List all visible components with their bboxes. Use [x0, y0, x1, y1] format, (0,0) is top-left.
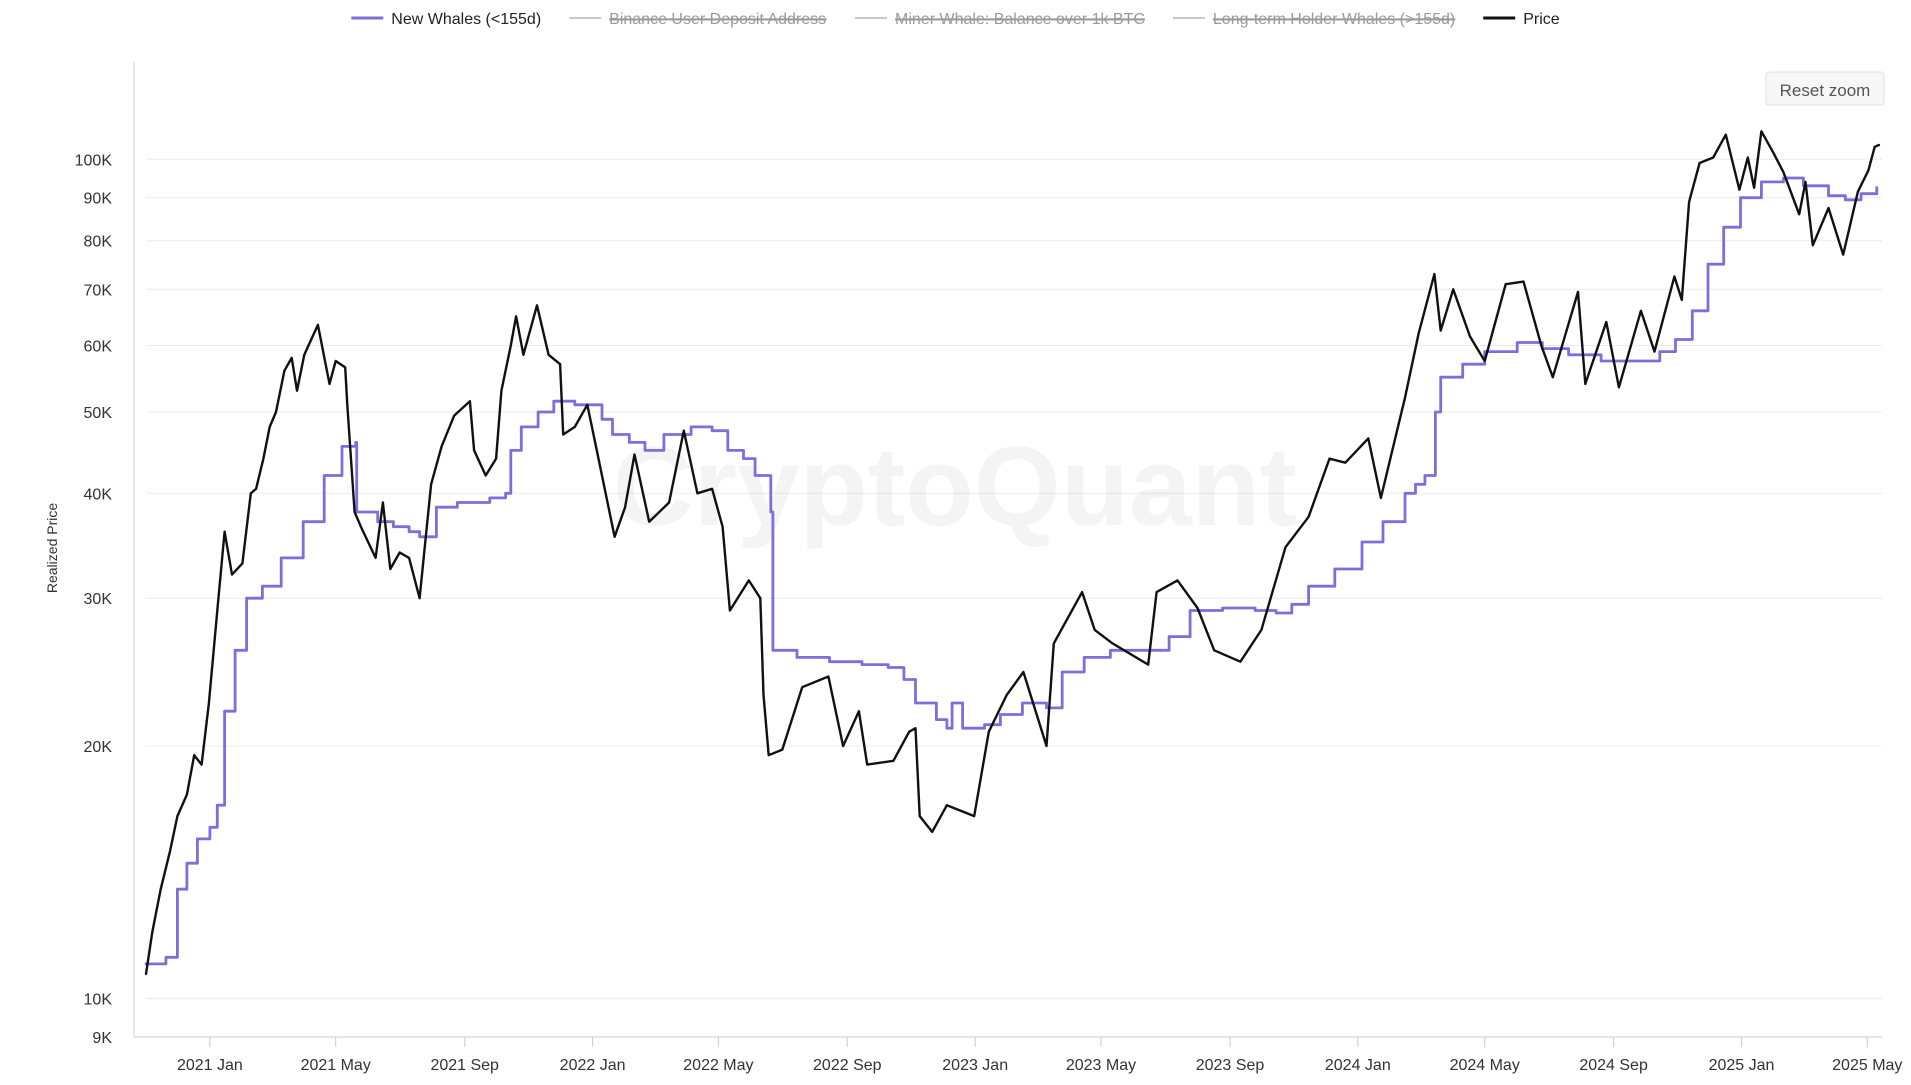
- y-tick-label: 10K: [84, 992, 113, 1009]
- grid: [146, 158, 1882, 1038]
- x-tick-label: 2025 Jan: [1709, 1057, 1775, 1074]
- legend-item[interactable]: Binance User Deposit Address: [569, 11, 828, 28]
- axes: 9K 10K 20K 30K 40K 50K 60K 70K 80K 90K 100K 2021 Ja…: [75, 62, 1902, 1074]
- x-tick-label: 2023 May: [1066, 1057, 1136, 1074]
- x-tick-label: 2021 May: [301, 1057, 371, 1074]
- watermark-logo: CryptoQuant: [613, 424, 1297, 549]
- x-tick-label: 2025 May: [1832, 1057, 1902, 1074]
- y-tick-label: 80K: [84, 234, 113, 251]
- reset-zoom-label[interactable]: Reset zoom: [1780, 81, 1871, 100]
- y-tick-label: 70K: [84, 282, 113, 299]
- x-tick-label: 2024 Sep: [1579, 1057, 1648, 1074]
- legend: New Whales (<155d) Binance User Deposit A…: [351, 11, 1560, 28]
- y-tick-label: 50K: [84, 405, 113, 422]
- x-tick-label: 2021 Jan: [177, 1057, 243, 1074]
- legend-label[interactable]: New Whales (<155d): [391, 11, 541, 28]
- legend-label[interactable]: Price: [1523, 11, 1560, 28]
- x-tick-label: 2023 Sep: [1196, 1057, 1265, 1074]
- x-tick-label: 2021 Sep: [430, 1057, 499, 1074]
- y-tick-label: 100K: [75, 152, 113, 169]
- x-tick-label: 2024 May: [1450, 1057, 1520, 1074]
- y-axis-title: Realized Price: [44, 503, 60, 593]
- series-line-price: [144, 130, 1881, 976]
- y-tick-label: 9K: [92, 1030, 112, 1047]
- x-tick-label: 2022 Jan: [560, 1057, 626, 1074]
- y-tick-label: 40K: [84, 486, 113, 503]
- y-tick-label: 60K: [84, 339, 113, 356]
- legend-item[interactable]: Miner Whale: Balance over 1k BTC: [855, 11, 1145, 28]
- y-tick-label: 20K: [84, 739, 113, 756]
- legend-item[interactable]: Price: [1483, 11, 1560, 28]
- series-line-new-whales: [144, 176, 1879, 966]
- legend-item[interactable]: New Whales (<155d): [351, 11, 541, 28]
- plot-series: [144, 130, 1881, 976]
- reset-zoom-button-bg[interactable]: [1765, 71, 1885, 106]
- x-tick-label: 2024 Jan: [1325, 1057, 1391, 1074]
- y-tick-label: 30K: [84, 591, 113, 608]
- reset-zoom-button[interactable]: Reset zoom: [1765, 71, 1885, 106]
- x-tick-label: 2023 Jan: [942, 1057, 1008, 1074]
- x-tick-label: 2022 May: [683, 1057, 753, 1074]
- legend-item[interactable]: Long-term Holder Whales (>155d): [1172, 11, 1455, 28]
- y-tick-label: 90K: [84, 191, 113, 208]
- x-tick-label: 2022 Sep: [813, 1057, 882, 1074]
